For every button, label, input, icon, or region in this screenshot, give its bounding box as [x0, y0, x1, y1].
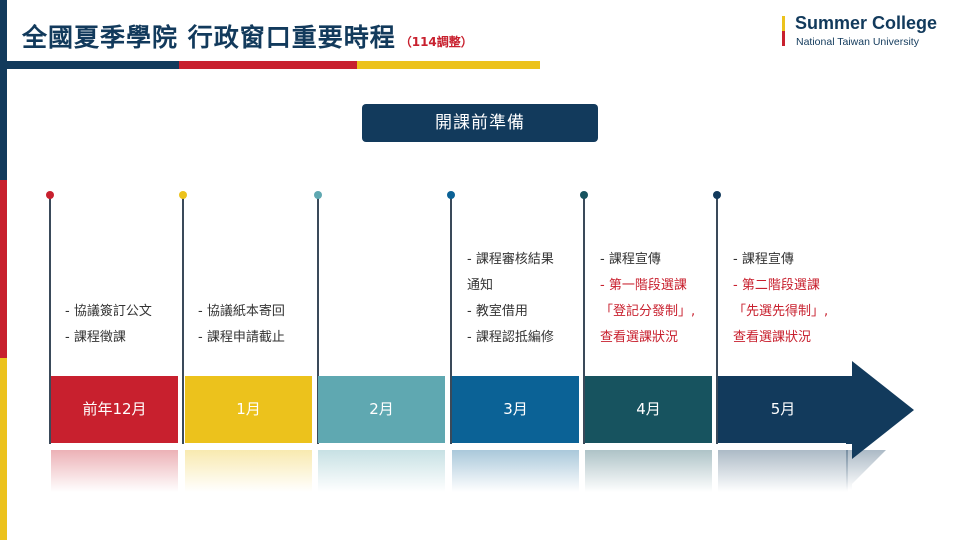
timeline-dot-mar: [447, 191, 455, 199]
notes-may: - 課程宣傳 - 第二階段選課 「先選先得制」, 查看選課狀況: [733, 247, 865, 351]
note-line: - 教室借用: [467, 304, 528, 319]
logo-bar-yellow: [782, 16, 785, 31]
month-block-jan: 1月: [185, 376, 312, 443]
month-block-dec: 前年12月: [51, 376, 178, 443]
logo-name: Summer College: [795, 13, 938, 33]
month-reflection-apr: [585, 450, 712, 492]
note-line-highlight: - 第一階段選課: [600, 278, 687, 293]
logo-subtitle: National Taiwan University: [796, 36, 919, 48]
timeline-dot-may: [713, 191, 721, 199]
sidebar-accent-yellow: [0, 358, 7, 540]
notes-apr: - 課程宣傳 - 第一階段選課 「登記分發制」, 查看選課狀況: [600, 247, 732, 351]
note-line: - 協議簽訂公文: [65, 304, 152, 319]
arrow-reflection: [846, 450, 886, 490]
month-reflection-jan: [185, 450, 312, 492]
month-block-may: 5月: [718, 376, 848, 443]
timeline-line-mar: [450, 196, 452, 444]
note-line: - 課程申請截止: [198, 330, 285, 345]
month-reflection-mar: [452, 450, 579, 492]
timeline-line-apr: [583, 196, 585, 444]
title-note: （114調整）: [399, 35, 473, 49]
note-line-highlight: - 第二階段選課: [733, 278, 820, 293]
month-reflection-may: [718, 450, 848, 492]
timeline-dot-apr: [580, 191, 588, 199]
note-line-highlight: 查看選課狀況: [733, 330, 812, 345]
notes-mar: - 課程審核結果 通知 - 教室借用 - 課程認抵編修: [467, 247, 599, 351]
note-line: 通知: [467, 278, 494, 293]
sidebar-accent-red: [0, 180, 7, 358]
note-line-highlight: 查看選課狀況: [600, 330, 679, 345]
note-line: - 課程徵課: [65, 330, 126, 345]
timeline-line-may: [716, 196, 718, 444]
note-line: - 協議紙本寄回: [198, 304, 285, 319]
sidebar-accent-navy: [0, 0, 7, 180]
note-line: - 課程審核結果: [467, 252, 554, 267]
note-line: - 課程宣傳: [600, 252, 661, 267]
month-reflection-feb: [318, 450, 445, 492]
logo-bar-red: [782, 31, 785, 46]
timeline-line-jan: [182, 196, 184, 444]
note-line: - 課程宣傳: [733, 252, 794, 267]
note-line: - 課程認抵編修: [467, 330, 554, 345]
timeline-dot-dec: [46, 191, 54, 199]
month-reflection-dec: [51, 450, 178, 492]
timeline-line-dec: [49, 196, 51, 444]
note-line-highlight: 「登記分發制」,: [600, 304, 696, 319]
note-line-highlight: 「先選先得制」,: [733, 304, 829, 319]
notes-jan: - 協議紙本寄回 - 課程申請截止: [198, 299, 330, 351]
timeline-line-feb: [317, 196, 319, 444]
page-title: 全國夏季學院 行政窗口重要時程 （114調整）: [22, 18, 473, 54]
section-label: 開課前準備: [362, 104, 598, 142]
month-block-apr: 4月: [585, 376, 712, 443]
title-underline-red: [179, 61, 357, 69]
month-block-mar: 3月: [452, 376, 579, 443]
timeline-arrow-head: [846, 361, 914, 459]
timeline-dot-jan: [179, 191, 187, 199]
month-block-feb: 2月: [318, 376, 445, 443]
notes-dec: - 協議簽訂公文 - 課程徵課: [65, 299, 197, 351]
title-underline-navy: [7, 61, 179, 69]
title-underline-yellow: [357, 61, 540, 69]
timeline-dot-feb: [314, 191, 322, 199]
title-text: 全國夏季學院 行政窗口重要時程: [22, 23, 396, 52]
